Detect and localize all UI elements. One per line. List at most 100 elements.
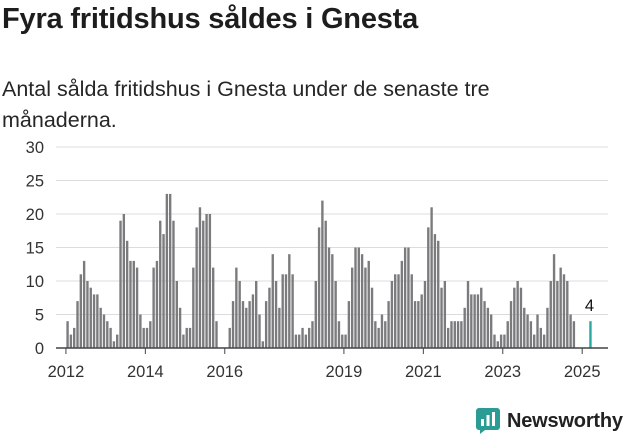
bar (337, 321, 341, 348)
bar (334, 281, 337, 348)
bar (476, 294, 480, 348)
bar (430, 207, 433, 348)
bar (228, 327, 231, 348)
bar (307, 327, 311, 348)
y-tick-label: 10 (26, 273, 44, 291)
bar (523, 307, 526, 348)
y-tick-label: 20 (26, 206, 44, 224)
bar (86, 281, 89, 348)
y-tick-label: 0 (35, 340, 44, 358)
bar (413, 301, 417, 348)
bar (76, 301, 79, 348)
bar (324, 220, 327, 348)
bar (410, 274, 413, 348)
brand-name: Newsworthy (507, 409, 623, 432)
bar (271, 254, 274, 348)
bar (539, 327, 543, 348)
bar (317, 227, 321, 348)
bar (546, 307, 549, 348)
bar (562, 274, 566, 348)
bar (301, 327, 304, 348)
bar (440, 287, 443, 348)
bar (556, 281, 559, 348)
bar (294, 334, 298, 348)
bar (235, 267, 238, 348)
bar (125, 240, 129, 348)
bar (274, 281, 278, 348)
bar (162, 234, 165, 348)
bar (168, 193, 172, 348)
bar (357, 247, 360, 348)
bar (443, 281, 447, 348)
bar (493, 334, 496, 348)
bar (89, 287, 92, 348)
bar (73, 327, 76, 348)
bar (145, 327, 149, 348)
x-tick-label: 2019 (326, 363, 363, 381)
data-label: 4 (585, 297, 594, 315)
newsworthy-chart-icon (476, 408, 500, 434)
bar (291, 274, 294, 348)
bar (407, 247, 410, 348)
bar-highlight (589, 321, 592, 348)
bar (159, 220, 162, 348)
bar (314, 281, 317, 348)
bar (82, 260, 86, 348)
bar (66, 321, 69, 348)
x-axis: 2012 2014 2016 2019 2021 2023 2025 (48, 347, 608, 381)
bar (331, 254, 334, 348)
bar (175, 281, 178, 348)
bar (165, 193, 169, 348)
bar (360, 254, 364, 348)
bar (347, 301, 351, 348)
bar (116, 334, 119, 348)
bar (552, 254, 556, 348)
bar (364, 267, 367, 348)
bar (463, 307, 466, 348)
bar (437, 240, 440, 348)
bar (172, 220, 175, 348)
chart-subtitle: Antal sålda fritidshus i Gnesta under de… (2, 77, 490, 132)
y-tick-label: 15 (26, 240, 44, 258)
newsworthy-logo: Newsworthy (476, 408, 623, 434)
bar (208, 214, 212, 348)
bar (533, 334, 536, 348)
bar (380, 314, 384, 348)
bar (390, 281, 394, 348)
bar (112, 341, 116, 348)
bar (251, 294, 255, 348)
bar (374, 321, 377, 348)
bar (572, 321, 576, 348)
x-tick-label: 2014 (127, 363, 164, 381)
bar (288, 254, 291, 348)
bar (142, 327, 145, 348)
gridlines (56, 146, 608, 315)
bar (69, 334, 73, 348)
bar (231, 301, 235, 348)
data-labels: 4 (585, 297, 594, 315)
bar (311, 321, 314, 348)
bar (423, 281, 427, 348)
bar (264, 301, 268, 348)
bar (281, 274, 284, 348)
bar (569, 314, 572, 348)
bar (403, 247, 407, 348)
bar (351, 267, 354, 348)
bar (241, 301, 245, 348)
bar (526, 314, 529, 348)
bar (542, 334, 546, 348)
bar (397, 274, 400, 348)
bar (503, 334, 506, 348)
bar (185, 327, 188, 348)
bar (212, 267, 215, 348)
y-tick-label: 30 (26, 139, 44, 157)
bar (327, 247, 331, 348)
bar (152, 267, 155, 348)
bar (529, 321, 533, 348)
bar (304, 334, 308, 348)
bar (566, 281, 569, 348)
bar (499, 334, 503, 348)
bar (506, 321, 509, 348)
bar (195, 227, 198, 348)
